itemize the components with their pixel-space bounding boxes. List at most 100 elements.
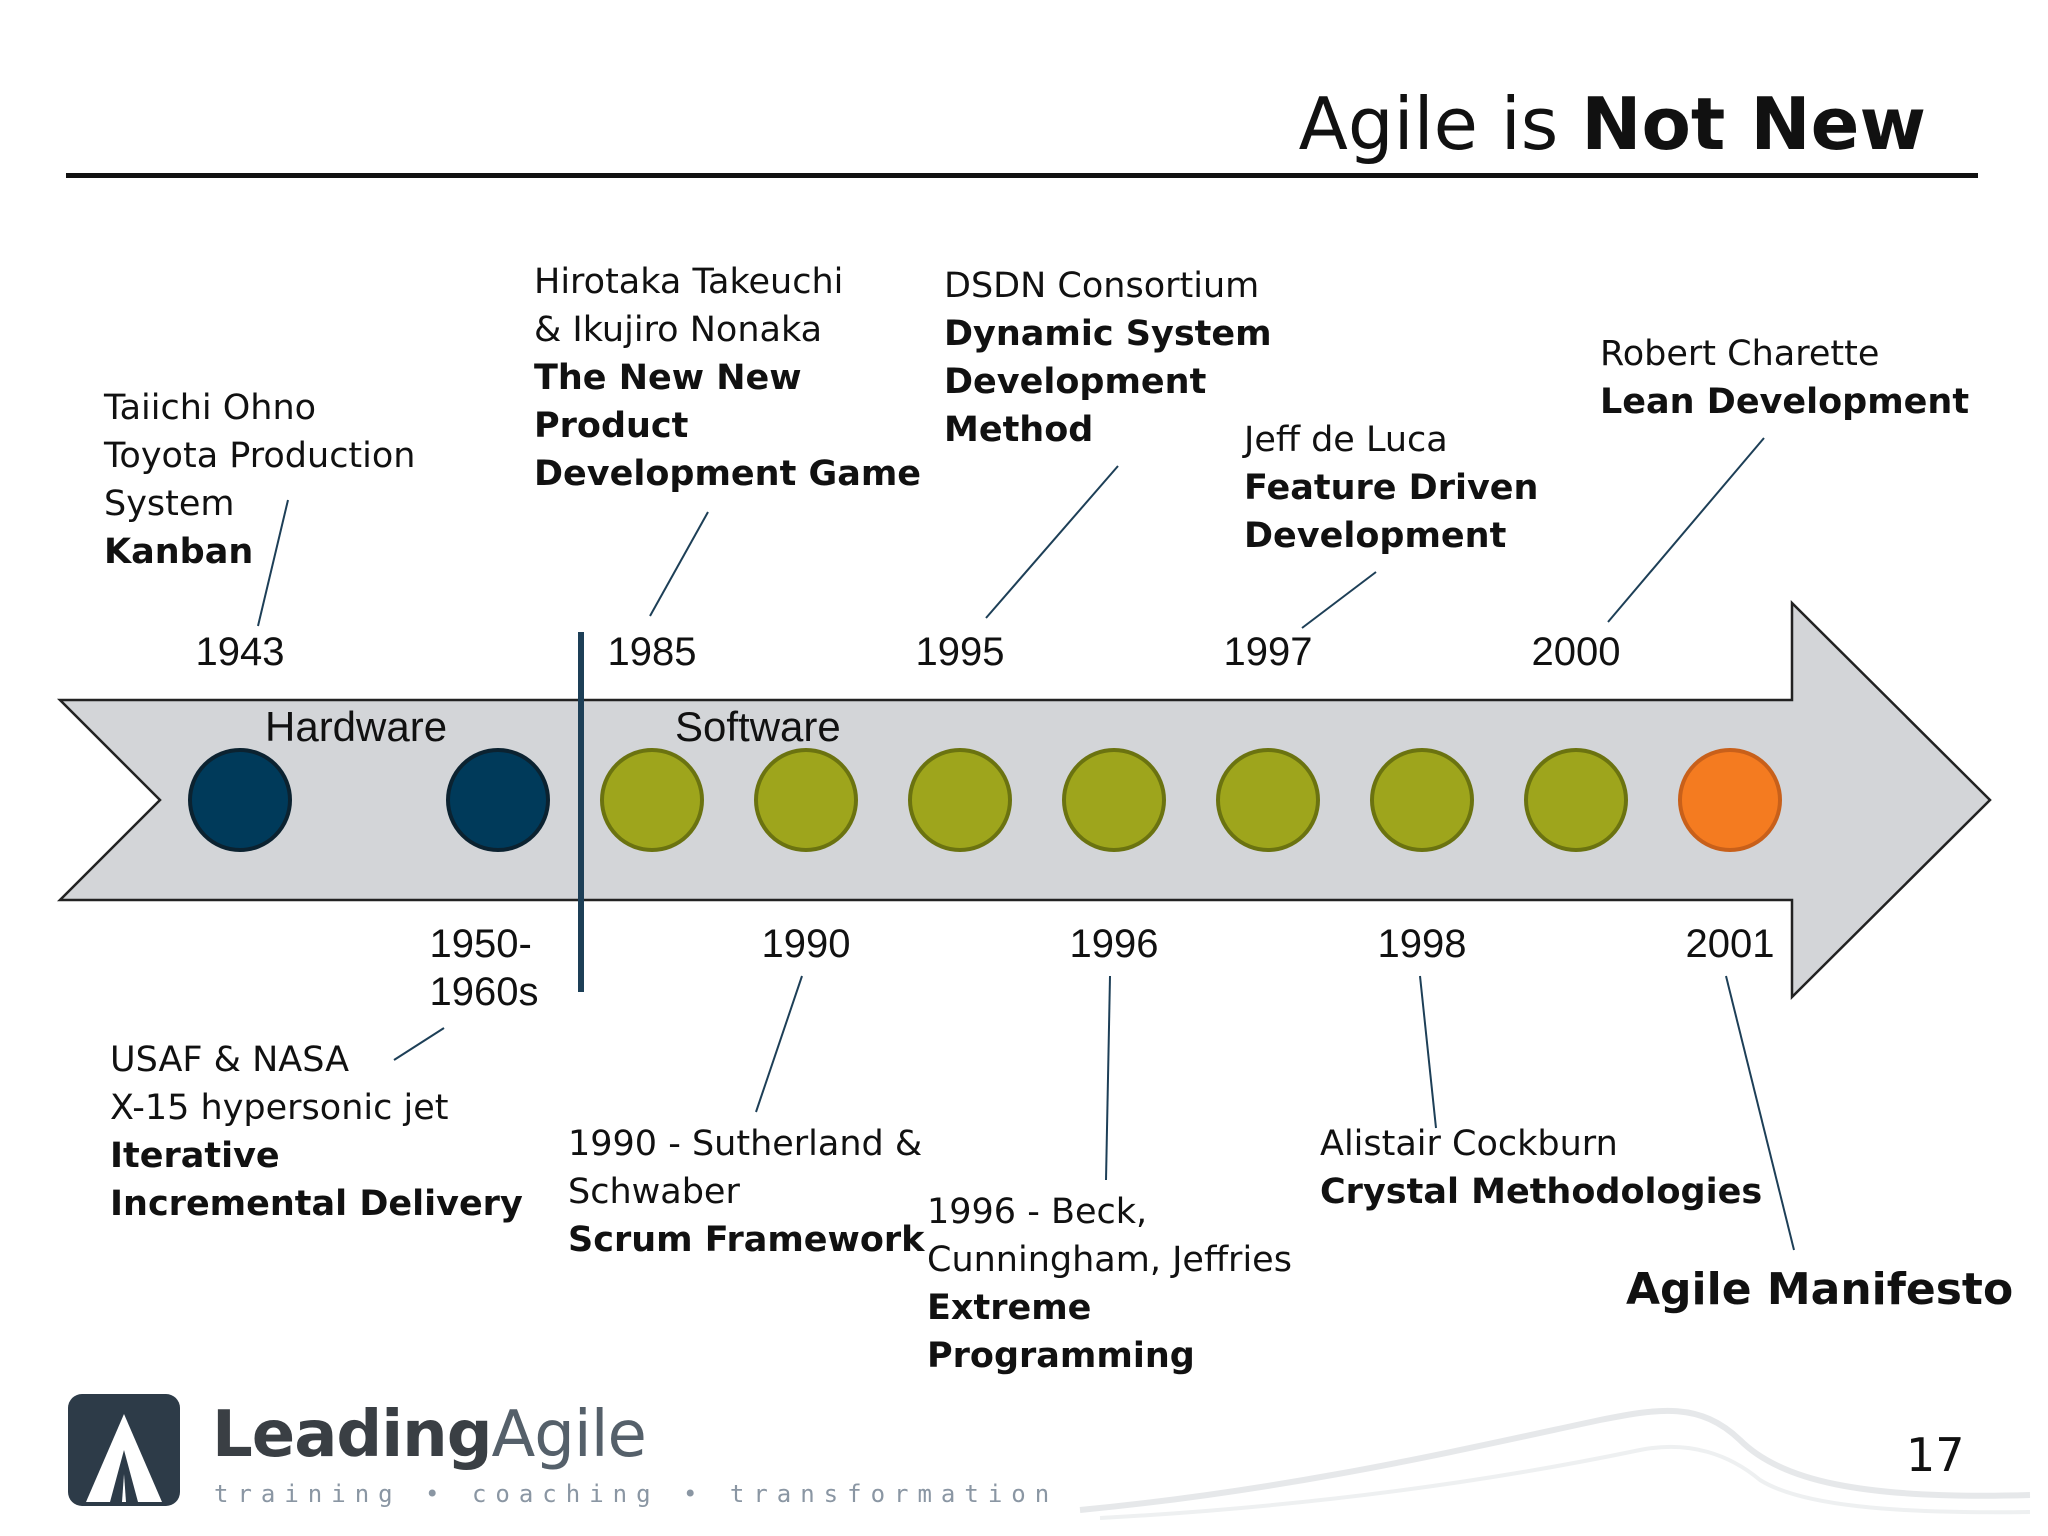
agile-manifesto-label: Agile Manifesto [1626,1264,2014,1315]
note-line: USAF & NASA [110,1040,350,1080]
logo-mark [68,1394,180,1506]
year-label: 1996 [1070,924,1159,964]
callout-leader-line [257,499,289,627]
note-method-name: Programming [927,1336,1195,1376]
era-label-hardware: Hardware [265,703,448,750]
logo-name-light: Agile [491,1398,647,1472]
year-label-line: 1985 [607,630,697,674]
callout-leader-line [1301,571,1377,629]
note-line: X-15 hypersonic jet [110,1088,449,1128]
title-emphasis: Not New [1581,82,1926,166]
note-line: System [104,484,235,524]
note-method-name: Crystal Methodologies [1320,1172,1763,1212]
note-method-name: Incremental Delivery [110,1184,523,1224]
milestone-note: Hirotaka Takeuchi & Ikujiro Nonaka The New… [534,258,921,498]
year-label: 2000 [1532,632,1621,672]
milestone-dot-software [1370,748,1474,852]
note-method-name: Iterative [110,1136,280,1176]
milestone-note: Robert Charette Lean Development [1600,330,1969,426]
decorative-mountain-swoosh [1079,1407,2031,1520]
year-label-line: 1990 [761,922,851,966]
year-label-line: 2001 [1685,922,1775,966]
year-label-line: 1950- [429,922,532,966]
milestone-note: 1990 - Sutherland & Schwaber Scrum Framewo… [568,1120,924,1264]
note-method-name: Feature Driven [1244,468,1539,508]
milestone-dot-software [1216,748,1320,852]
year-label-line: 1960s [429,970,539,1014]
note-method-name: Method [944,410,1094,450]
note-method-name: The New New [534,358,802,398]
year-label: 1985 [608,632,697,672]
note-line: Cunningham, Jeffries [927,1240,1292,1280]
note-line: Jeff de Luca [1244,420,1448,460]
callout-leader-line [649,511,709,617]
year-label-line: 1997 [1223,630,1313,674]
milestone-dot-software [754,748,858,852]
milestone-note: USAF & NASA X-15 hypersonic jet Iterative I… [110,1036,523,1228]
milestone-note: Jeff de Luca Feature Driven Development [1244,416,1538,560]
note-method-name: Development [1244,516,1507,556]
note-method-name: Dynamic System [944,314,1272,354]
page-number: 17 [1906,1428,1965,1482]
logo-name-bold: Leading [212,1398,492,1472]
note-line: 1996 - Beck, [927,1192,1148,1232]
title-rule [66,173,1978,178]
milestone-dot-software [1524,748,1628,852]
callout-leader-line [985,465,1119,619]
logo-wordmark: LeadingAgile [212,1398,647,1472]
note-line: Robert Charette [1600,334,1880,374]
milestone-note: DSDN Consortium Dynamic System Development… [944,262,1272,454]
year-label: 1943 [196,632,285,672]
callout-leader-line [393,1027,445,1061]
milestone-dot-manifesto [1678,748,1782,852]
note-method-name: Product [534,406,689,446]
callout-leader-line [1607,437,1765,623]
milestone-dot-software [1062,748,1166,852]
milestone-dots [188,748,1782,852]
year-label-line: 1995 [915,630,1005,674]
logo-tagline: training • coaching • transformation [214,1480,1059,1508]
era-label-software: Software [675,703,841,750]
callout-leader-line [755,975,803,1113]
note-line: 1990 - Sutherland & [568,1124,923,1164]
timeline-arrow [56,599,1992,1001]
milestone-dot-software [600,748,704,852]
note-method-name: Kanban [104,532,254,572]
milestone-note: Taiichi Ohno Toyota Production System Kanba… [104,384,415,576]
note-method-name: Extreme [927,1288,1092,1328]
callout-lines [257,437,1795,1251]
milestone-dot-hardware [446,748,550,852]
note-line: & Ikujiro Nonaka [534,310,823,350]
note-method-name: Development [944,362,1207,402]
year-label: 1995 [916,632,1005,672]
milestone-note: 1996 - Beck, Cunningham, Jeffries Extreme P… [927,1188,1292,1380]
year-label-line: 1998 [1377,922,1467,966]
year-label: 1950- 1960s [430,924,539,1012]
note-method-name: Scrum Framework [568,1220,925,1260]
note-line: Alistair Cockburn [1320,1124,1618,1164]
year-label: 1997 [1224,632,1313,672]
year-label: 1998 [1378,924,1467,964]
year-label-line: 2000 [1531,630,1621,674]
callout-leader-line [1725,975,1795,1251]
note-method-name: Development Game [534,454,922,494]
note-line: Taiichi Ohno [104,388,317,428]
milestone-note: Alistair Cockburn Crystal Methodologies [1320,1120,1762,1216]
year-label: 1990 [762,924,851,964]
year-label-line: 1996 [1069,922,1159,966]
note-line: Hirotaka Takeuchi [534,262,844,302]
note-line: Schwaber [568,1172,740,1212]
note-line: DSDN Consortium [944,266,1260,306]
milestone-dot-hardware [188,748,292,852]
year-label: 2001 [1686,924,1775,964]
note-method-name: Lean Development [1600,382,1970,422]
callout-leader-line [1419,975,1437,1129]
year-label-line: 1943 [195,630,285,674]
title-prefix: Agile is [1298,82,1582,166]
milestone-dot-software [908,748,1012,852]
note-line: Toyota Production [104,436,416,476]
slide-title: Agile is Not New [1299,88,1926,160]
callout-leader-line [1105,975,1111,1181]
